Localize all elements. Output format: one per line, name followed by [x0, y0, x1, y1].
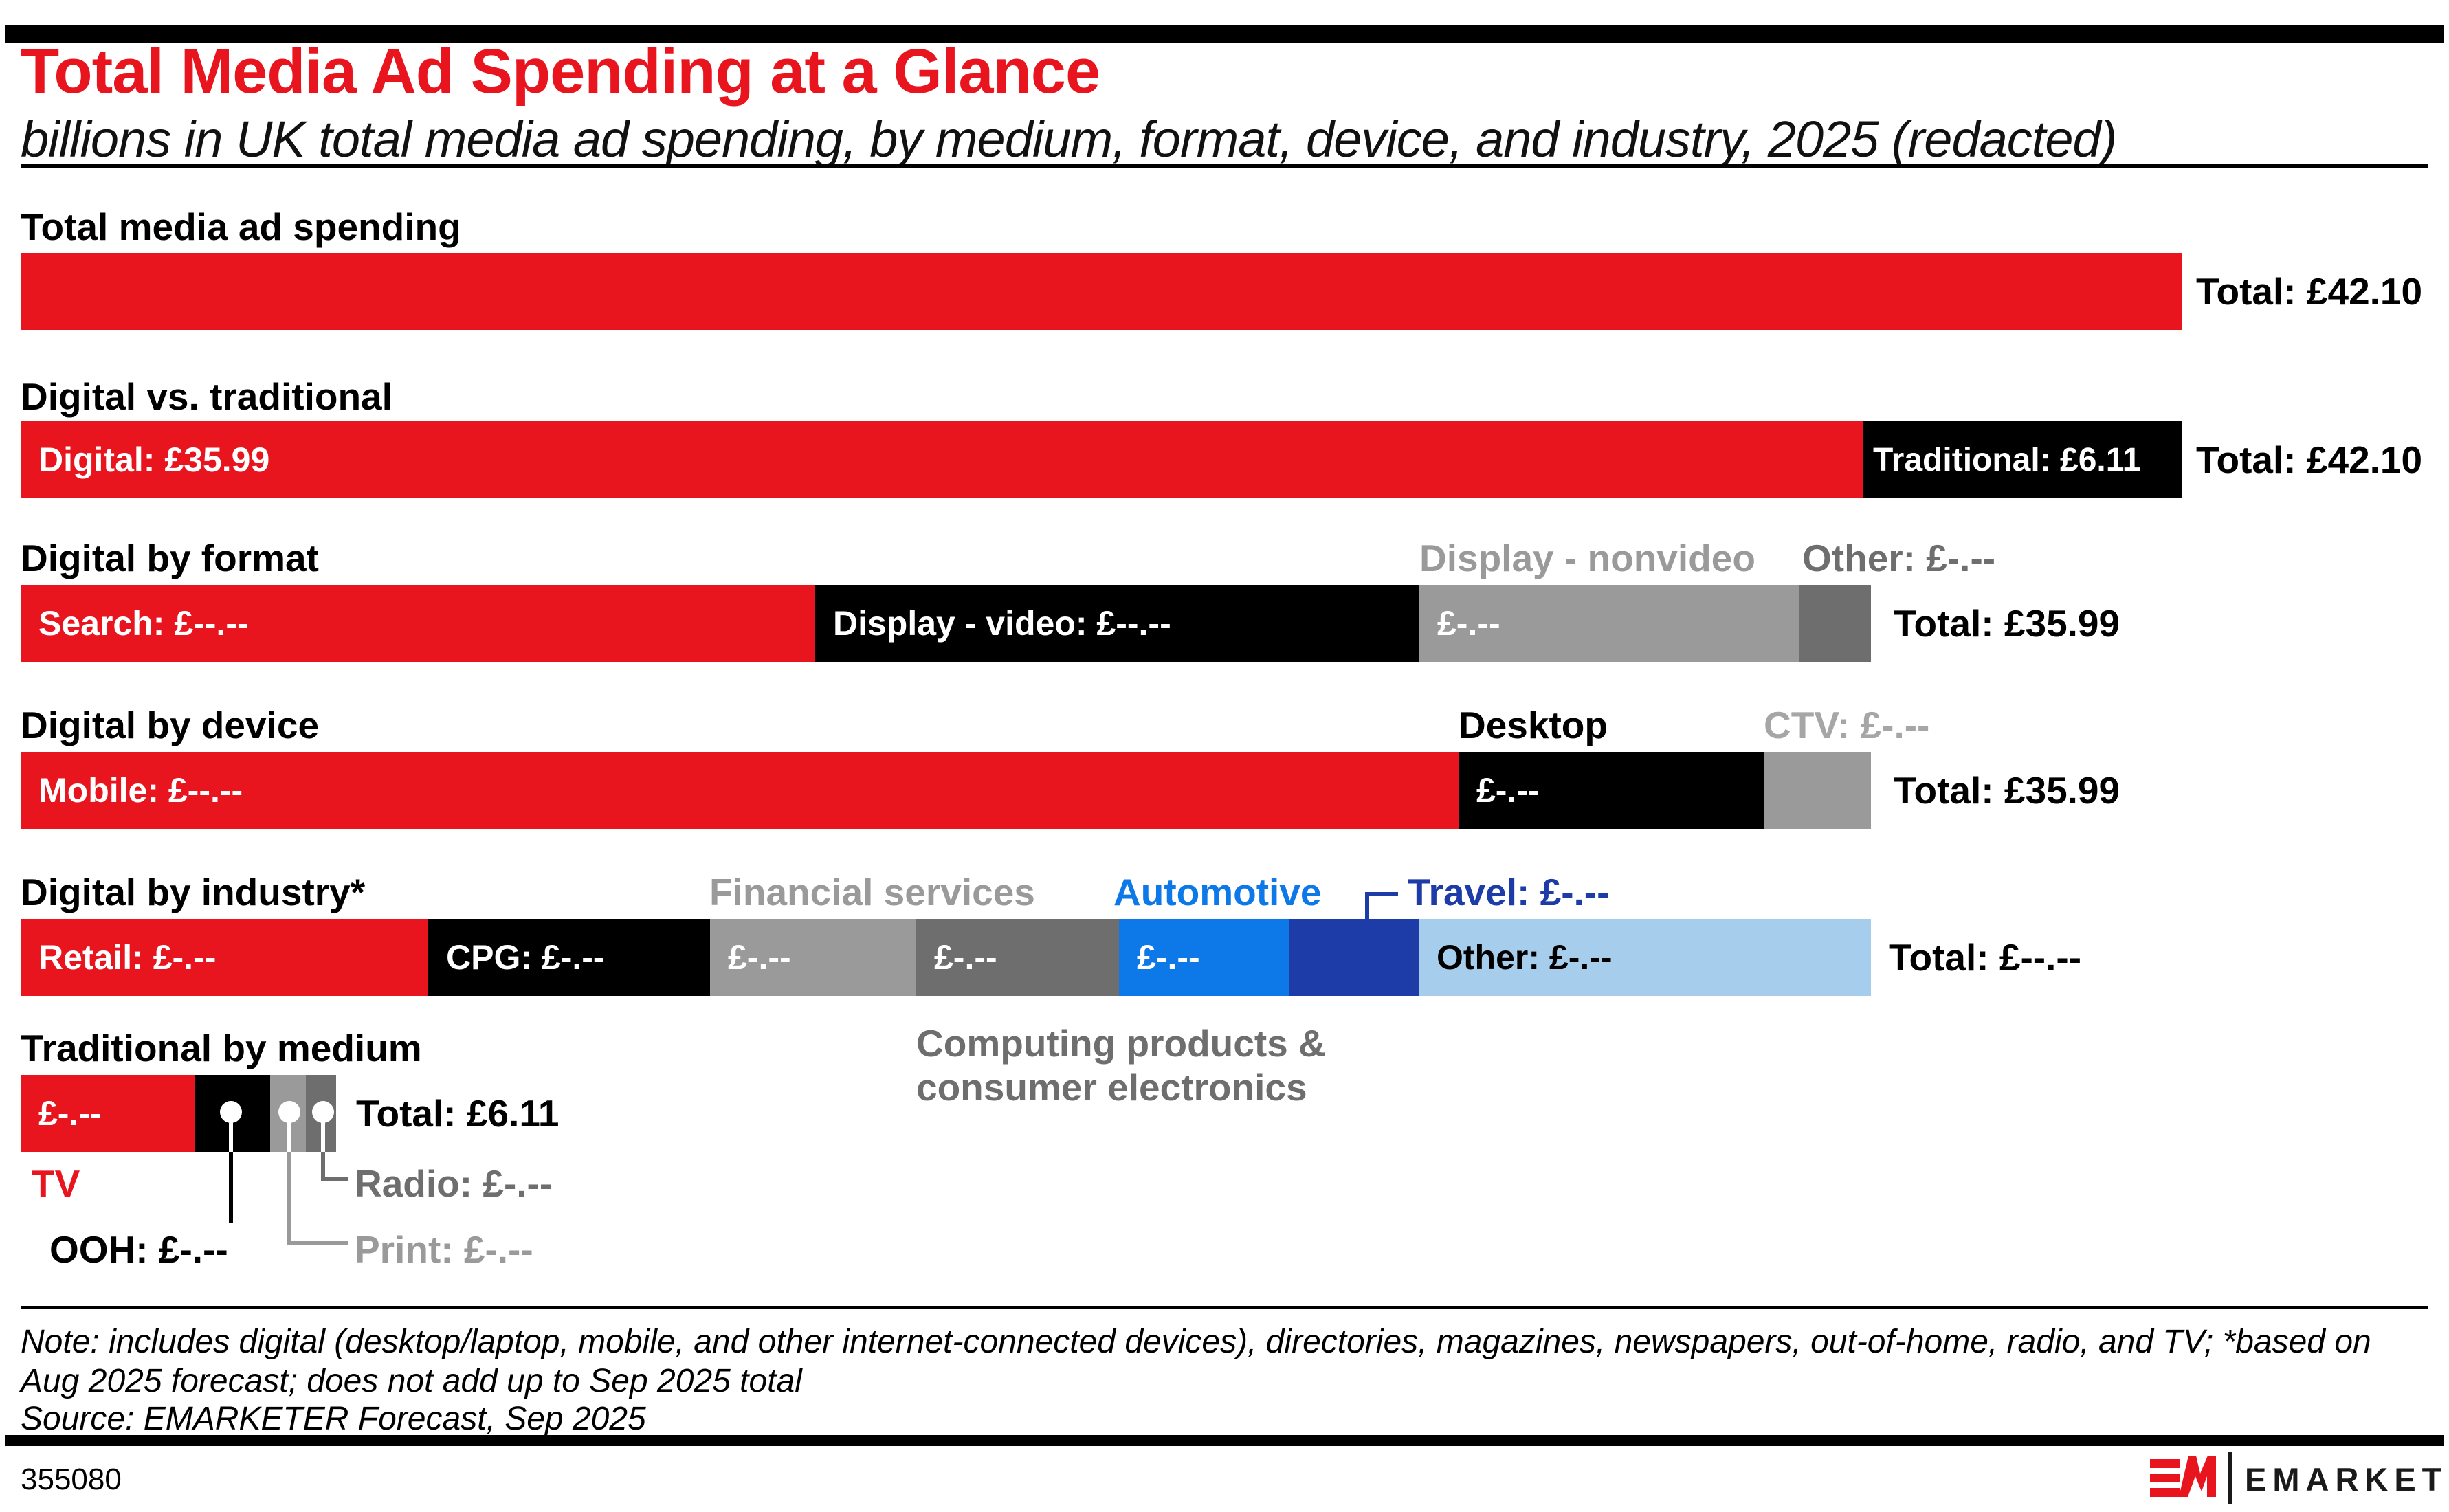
segment-display-video-label: Display - video: £--.--: [833, 604, 1171, 643]
total-label-row5: Total: £--.--: [1889, 936, 2082, 979]
segment-financial-services: £-.--: [710, 919, 916, 996]
print-connector-stem: [287, 1112, 291, 1152]
segment-ctv: [1764, 752, 1871, 829]
section-header-medium: Traditional by medium: [21, 1027, 422, 1069]
total-label-row3: Total: £35.99: [1894, 602, 2120, 645]
annotation-ctv: CTV: £-.--: [1764, 704, 1930, 746]
bar-format: Search: £--.-- Display - video: £--.-- £…: [21, 585, 1871, 662]
top-rule: [5, 25, 2444, 43]
total-label-row1: Total: £42.10: [2196, 270, 2423, 313]
segment-computing-value: £-.--: [934, 938, 997, 977]
label-print: Print: £-.--: [355, 1228, 533, 1271]
segment-mobile: Mobile: £--.--: [21, 752, 1459, 829]
annotation-financial-services: Financial services: [709, 871, 1035, 913]
emarketer-mark-icon: [2150, 1456, 2219, 1502]
segment-display-nonvideo-value: £-.--: [1437, 604, 1500, 643]
travel-connector-horizontal: [1365, 892, 1398, 896]
footnote-note: Note: includes digital (desktop/laptop, …: [21, 1324, 2371, 1399]
segment-travel: [1289, 919, 1419, 996]
segment-traditional: Traditional: £6.11: [1863, 421, 2182, 498]
segment-cpg: CPG: £-.--: [428, 919, 710, 996]
segment-desktop: £-.--: [1459, 752, 1764, 829]
segment-search: Search: £--.--: [21, 585, 815, 662]
segment-tv: £-.--: [21, 1075, 195, 1152]
segment-total: [21, 253, 2182, 330]
bar-total: [21, 253, 2182, 330]
chart-id: 355080: [21, 1463, 122, 1496]
total-label-row4: Total: £35.99: [1894, 769, 2120, 812]
bar-industry: Retail: £-.-- CPG: £-.-- £-.-- £-.-- £-.…: [21, 919, 1871, 996]
segment-automotive-value: £-.--: [1137, 938, 1200, 977]
footer-rule: [5, 1435, 2444, 1446]
annotation-computing-products: Computing products & consumer electronic…: [916, 1021, 1326, 1109]
segment-industry-other: Other: £-.--: [1419, 919, 1871, 996]
segment-cpg-label: CPG: £-.--: [446, 938, 605, 977]
segment-search-label: Search: £--.--: [38, 604, 249, 643]
bar-device: Mobile: £--.-- £-.--: [21, 752, 1871, 829]
label-radio: Radio: £-.--: [355, 1162, 553, 1205]
segment-format-other: [1799, 585, 1871, 662]
ooh-connector-stem: [229, 1112, 233, 1152]
annotation-travel: Travel: £-.--: [1408, 871, 1610, 913]
segment-mobile-label: Mobile: £--.--: [38, 771, 243, 810]
segment-display-video: Display - video: £--.--: [815, 585, 1419, 662]
print-connector-horizontal: [287, 1241, 348, 1245]
segment-digital: Digital: £35.99: [21, 421, 1863, 498]
page-subtitle: billions in UK total media ad spending, …: [21, 111, 2117, 168]
segment-digital-label: Digital: £35.99: [38, 441, 270, 479]
segment-desktop-value: £-.--: [1476, 771, 1540, 810]
section-header-industry: Digital by industry*: [21, 871, 366, 913]
section-header-split: Digital vs. traditional: [21, 375, 392, 418]
ooh-connector-vertical: [229, 1152, 233, 1223]
radio-connector-vertical: [321, 1152, 325, 1181]
annotation-display-nonvideo: Display - nonvideo: [1419, 537, 1755, 579]
page-title: Total Media Ad Spending at a Glance: [21, 36, 1100, 107]
segment-automotive: £-.--: [1119, 919, 1289, 996]
brand-logo: EMARKETER: [2150, 1452, 2449, 1507]
annotation-computing-line2: consumer electronics: [916, 1066, 1307, 1109]
header-divider: [21, 164, 2428, 168]
segment-display-nonvideo: £-.--: [1419, 585, 1799, 662]
segment-traditional-label: Traditional: £6.11: [1873, 441, 2141, 478]
total-label-row6: Total: £6.11: [356, 1092, 559, 1135]
label-ooh: OOH: £-.--: [49, 1228, 228, 1271]
radio-dot: [312, 1101, 334, 1123]
print-dot: [278, 1101, 300, 1123]
segment-retail: Retail: £-.--: [21, 919, 428, 996]
radio-connector-horizontal: [321, 1177, 348, 1181]
brand-divider: [2228, 1452, 2232, 1504]
annotation-desktop: Desktop: [1459, 704, 1608, 746]
travel-connector-vertical: [1365, 892, 1369, 924]
segment-computing: £-.--: [916, 919, 1119, 996]
footnote-divider: [21, 1306, 2428, 1309]
segment-tv-value: £-.--: [38, 1094, 102, 1133]
footnote-source: Source: EMARKETER Forecast, Sep 2025: [21, 1401, 646, 1437]
label-tv: TV: [32, 1162, 80, 1205]
total-label-row2: Total: £42.10: [2196, 438, 2423, 481]
section-header-format: Digital by format: [21, 537, 319, 579]
annotation-format-other: Other: £-.--: [1802, 537, 1996, 579]
segment-financial-value: £-.--: [728, 938, 791, 977]
radio-connector-stem: [321, 1112, 325, 1152]
brand-name: EMARKETER: [2245, 1461, 2449, 1498]
section-header-device: Digital by device: [21, 704, 320, 746]
ooh-dot: [220, 1101, 242, 1123]
annotation-automotive: Automotive: [1113, 871, 1322, 913]
print-connector-vertical: [287, 1152, 291, 1245]
section-header-total: Total media ad spending: [21, 205, 461, 248]
segment-retail-label: Retail: £-.--: [38, 938, 217, 977]
bar-split: Digital: £35.99 Traditional: £6.11: [21, 421, 2182, 498]
annotation-computing-line1: Computing products &: [916, 1022, 1326, 1065]
segment-industry-other-label: Other: £-.--: [1437, 938, 1613, 977]
